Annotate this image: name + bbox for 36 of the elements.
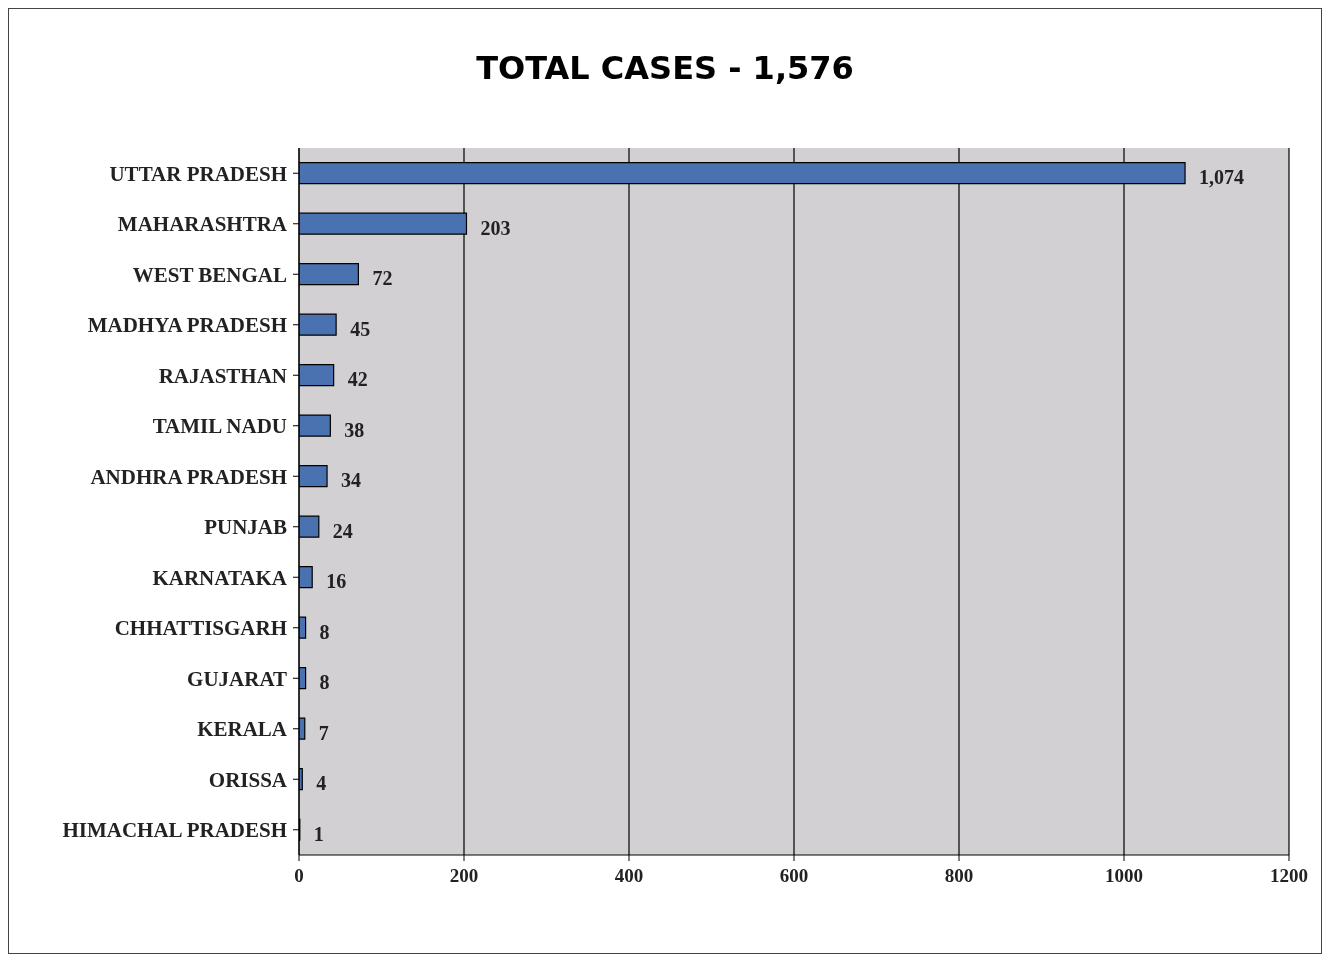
data-label: 203 bbox=[480, 216, 511, 239]
x-tick-label: 400 bbox=[614, 865, 644, 887]
x-tick-label: 1000 bbox=[1105, 865, 1143, 887]
x-tick-label: 600 bbox=[779, 865, 809, 887]
data-label: 4 bbox=[316, 772, 327, 795]
y-tick-label: ORISSA bbox=[208, 767, 288, 792]
x-tick-label: 1200 bbox=[1270, 865, 1308, 887]
data-label: 1,074 bbox=[1199, 166, 1245, 189]
data-label: 8 bbox=[319, 620, 330, 643]
y-tick-label: KERALA bbox=[197, 717, 288, 742]
data-label: 24 bbox=[332, 519, 353, 542]
y-tick-label: HIMACHAL PRADESH bbox=[62, 818, 287, 843]
y-tick-label: UTTAR PRADESH bbox=[109, 161, 287, 186]
data-label: 8 bbox=[319, 671, 330, 694]
data-label: 72 bbox=[372, 267, 393, 290]
y-tick-label: WEST BENGAL bbox=[132, 262, 287, 287]
y-tick-label: GUJARAT bbox=[187, 666, 287, 691]
data-label: 16 bbox=[326, 570, 347, 593]
y-tick-label: TAMIL NADU bbox=[152, 414, 287, 439]
y-tick-label: PUNJAB bbox=[204, 515, 287, 540]
data-label: 7 bbox=[318, 721, 329, 744]
y-tick-label: MADHYA PRADESH bbox=[87, 313, 287, 338]
data-label: 45 bbox=[350, 317, 371, 340]
data-label: 34 bbox=[341, 469, 362, 492]
data-label: 38 bbox=[344, 418, 365, 441]
data-label: 1 bbox=[313, 822, 324, 845]
y-tick-label: MAHARASHTRA bbox=[117, 212, 288, 237]
y-tick-label: ANDHRA PRADESH bbox=[90, 464, 287, 489]
y-tick-label: KARNATAKA bbox=[152, 565, 288, 590]
y-tick-label: CHHATTISGARH bbox=[114, 616, 287, 641]
x-tick-label: 200 bbox=[449, 865, 479, 887]
data-label: 42 bbox=[347, 368, 368, 391]
y-tick-label: RAJASTHAN bbox=[158, 363, 287, 388]
chart-title: TOTAL CASES - 1,576 bbox=[475, 49, 855, 87]
x-tick-label: 0 bbox=[294, 865, 304, 887]
x-tick-label: 800 bbox=[944, 865, 974, 887]
